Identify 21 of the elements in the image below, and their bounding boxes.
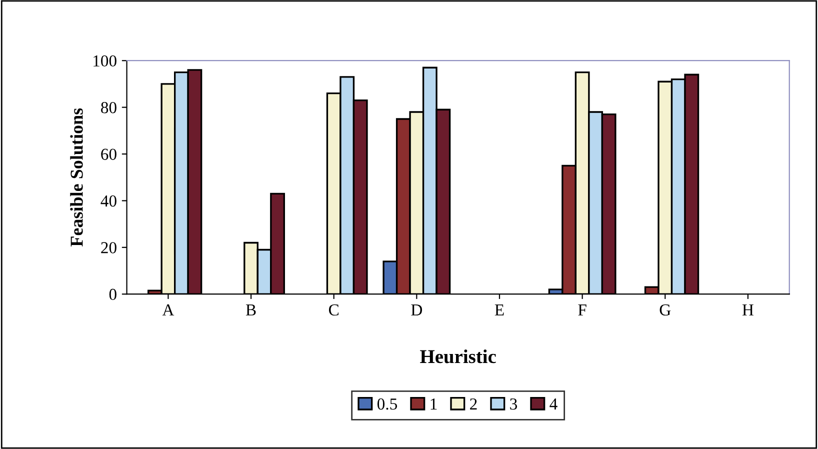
legend-label: 3 <box>510 398 518 410</box>
legend-label: 1 <box>430 398 437 410</box>
y-tick-label: 100 <box>94 55 116 67</box>
y-tick-label: 80 <box>101 102 116 114</box>
y-axis-title: Feasible Solutions <box>70 108 83 247</box>
legend-label: 4 <box>550 398 558 410</box>
legend-label: 0.5 <box>377 398 398 410</box>
y-tick-label: 40 <box>100 195 116 207</box>
y-tick-label: 0 <box>109 288 116 300</box>
x-tick-label: A <box>162 304 174 316</box>
legend-label: 2 <box>470 398 477 410</box>
y-tick-label: 60 <box>101 148 116 160</box>
x-tick-label: G <box>660 304 671 316</box>
x-tick-label: B <box>246 304 256 316</box>
x-tick-label: H <box>742 304 754 316</box>
x-axis-title: Heuristic <box>420 349 496 364</box>
x-tick-label: C <box>328 304 338 316</box>
y-tick-label: 20 <box>101 242 116 254</box>
x-tick-label: D <box>411 304 422 316</box>
x-tick-label: E <box>494 304 504 316</box>
x-tick-label: F <box>578 304 586 316</box>
